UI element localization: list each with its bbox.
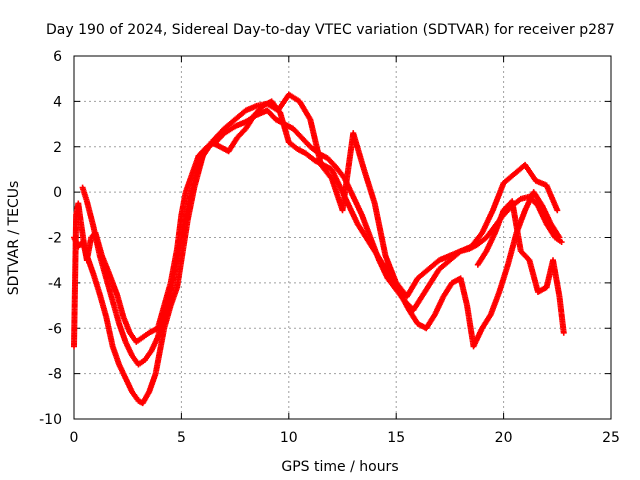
x-tick-label: 10	[280, 430, 298, 446]
y-tick-label: -2	[48, 231, 62, 247]
x-tick-label: 5	[177, 430, 186, 446]
y-tick-label: -4	[48, 276, 62, 292]
y-tick-label: 6	[53, 49, 62, 65]
data-point	[556, 234, 563, 241]
y-axis-label: SDTVAR / TECUs	[6, 181, 22, 296]
x-tick-label: 25	[602, 430, 620, 446]
data-point	[558, 239, 565, 246]
x-tick-label: 0	[70, 430, 79, 446]
y-tick-label: 2	[53, 140, 62, 156]
x-tick-label: 20	[495, 430, 513, 446]
x-axis-label: GPS time / hours	[281, 459, 398, 475]
y-tick-label: -6	[48, 321, 62, 337]
data-point	[554, 207, 561, 214]
y-tick-label: 4	[53, 94, 62, 110]
y-tick-label: -8	[48, 367, 62, 383]
chart-title: Day 190 of 2024, Sidereal Day-to-day VTE…	[46, 22, 615, 38]
data-points	[71, 91, 567, 407]
series-track-c	[79, 91, 561, 368]
y-tick-label: -10	[39, 412, 62, 428]
x-tick-label: 15	[387, 430, 405, 446]
y-tick-label: 0	[53, 185, 62, 201]
data-point	[560, 329, 567, 336]
series-track-d	[474, 198, 567, 336]
